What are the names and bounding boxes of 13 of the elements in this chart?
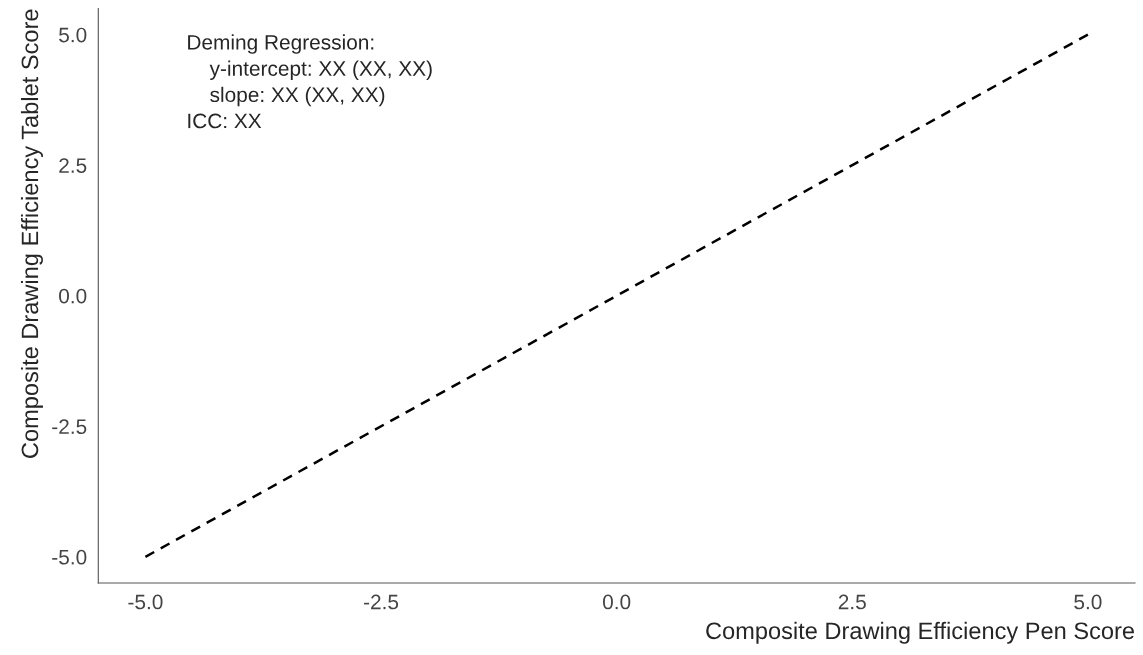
y-tick-label: 5.0 <box>59 27 87 43</box>
x-tick-label: -2.5 <box>364 594 399 610</box>
y-tick-label: -5.0 <box>52 549 87 565</box>
y-tick-label: 2.5 <box>59 158 87 173</box>
x-tick-label: 0.0 <box>602 594 631 610</box>
x-axis-title: Composite Drawing Efficiency Pen Score <box>706 621 1134 644</box>
x-tick-label: 2.5 <box>838 594 866 610</box>
y-axis-title: Composite Drawing Efficiency Tablet Score <box>20 9 43 458</box>
annotation: Deming Regression: y-intercept: XX (XX, XX) slope: XX (XX, XX) ICC: XX <box>188 34 432 129</box>
y-tick-label: -2.5 <box>52 419 87 435</box>
x-tick-label: 5.0 <box>1074 594 1102 610</box>
x-tick-label: -5.0 <box>128 594 163 610</box>
y-tick-label: 0.0 <box>59 288 87 304</box>
